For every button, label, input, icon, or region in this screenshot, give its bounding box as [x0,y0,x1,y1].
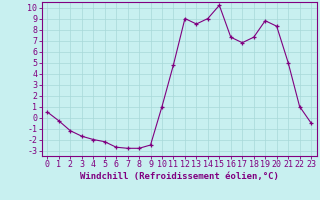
X-axis label: Windchill (Refroidissement éolien,°C): Windchill (Refroidissement éolien,°C) [80,172,279,181]
